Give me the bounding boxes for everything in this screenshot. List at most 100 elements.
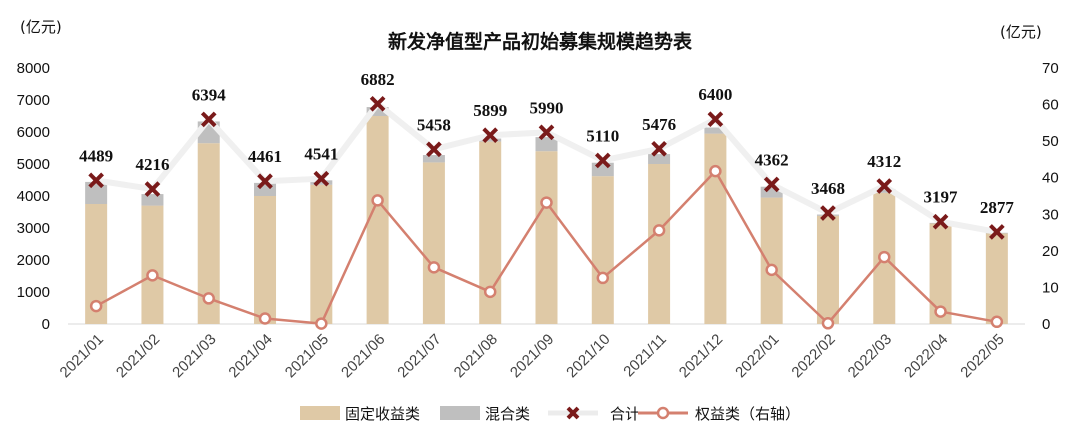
bar-fixed-income <box>985 233 1008 324</box>
x-tick-label: 2021/05 <box>282 331 332 381</box>
bars <box>85 107 1008 324</box>
total-data-label: 4489 <box>79 146 113 165</box>
total-data-label: 3197 <box>924 188 959 207</box>
right-axis: 0 10 20 30 40 50 60 70 <box>1042 60 1059 333</box>
bar-fixed-income <box>760 197 783 324</box>
total-point <box>426 141 442 158</box>
y-left-tick-label: 6000 <box>17 124 50 141</box>
bar-mixed <box>704 127 727 134</box>
total-data-label: 5990 <box>530 98 564 117</box>
bar-fixed-income <box>479 141 502 324</box>
equity-point <box>371 194 384 207</box>
total-data-label: 6394 <box>192 85 227 104</box>
bar-fixed-income <box>197 143 220 324</box>
x-tick-label: 2022/04 <box>901 331 951 381</box>
legend-marker-total <box>566 406 580 420</box>
x-tick-label: 2022/03 <box>845 331 895 381</box>
equity-line <box>89 164 1004 330</box>
y-right-tick-label: 70 <box>1042 60 1059 77</box>
x-tick-label: 2021/08 <box>451 331 501 381</box>
bar-fixed-income <box>422 162 445 324</box>
equity-point <box>596 271 610 285</box>
y-left-tick-label: 0 <box>42 316 50 333</box>
legend-label-mixed: 混合类 <box>485 405 530 423</box>
legend-label-equity: 权益类（右轴） <box>695 405 800 423</box>
total-point <box>369 95 386 112</box>
bar-mixed <box>310 180 333 185</box>
equity-point <box>821 317 835 330</box>
total-data-label: 5476 <box>642 115 676 134</box>
bar-fixed-income <box>254 196 277 324</box>
equity-point <box>202 292 215 305</box>
equity-point <box>146 269 159 282</box>
total-point <box>989 224 1005 240</box>
bar-fixed-income <box>591 176 614 324</box>
equity-point <box>540 196 553 209</box>
total-point <box>651 140 667 157</box>
total-data-label: 6400 <box>698 85 732 104</box>
x-axis: 2021/01 2021/02 2021/03 2021/04 2021/05 2021/… <box>57 323 1025 381</box>
legend-swatch-fixed-income <box>300 406 340 420</box>
y-left-tick-label: 2000 <box>17 252 50 269</box>
total-point <box>88 172 104 189</box>
y-left-tick-label: 1000 <box>17 284 50 301</box>
total-data-label: 2877 <box>980 198 1015 217</box>
left-axis-unit: (亿元) <box>20 18 62 36</box>
equity-point <box>427 261 441 274</box>
legend-swatch-mixed <box>440 406 480 420</box>
bar-fixed-income <box>816 215 839 324</box>
equity-point <box>709 164 722 178</box>
y-right-tick-label: 0 <box>1042 316 1050 333</box>
equity-point <box>483 285 497 299</box>
legend-label-fixed-income: 固定收益类 <box>345 405 420 423</box>
bar-mixed <box>254 182 277 196</box>
bar-mixed <box>760 186 783 198</box>
y-left-tick-label: 4000 <box>17 188 50 205</box>
y-right-tick-label: 60 <box>1042 97 1059 114</box>
x-tick-label: 2021/09 <box>507 331 557 381</box>
bar-fixed-income <box>704 133 727 324</box>
total-data-label: 3468 <box>811 179 845 198</box>
legend: 固定收益类 混合类 合计 权益类（右轴） <box>300 405 800 423</box>
bar-mixed <box>141 194 164 206</box>
total-data-label: 5110 <box>586 126 619 145</box>
equity-point <box>990 315 1004 329</box>
total-data-label: 4541 <box>304 145 338 164</box>
left-axis: 0 1000 2000 3000 4000 5000 6000 7000 8000 <box>17 60 50 333</box>
bar-fixed-income <box>535 151 558 324</box>
bar-mixed <box>648 154 671 164</box>
y-right-tick-label: 50 <box>1042 133 1059 150</box>
bar-mixed <box>591 162 614 177</box>
y-right-tick-label: 40 <box>1042 170 1059 187</box>
y-right-tick-label: 30 <box>1042 206 1059 223</box>
bar-mixed <box>422 155 445 163</box>
x-tick-label: 2021/11 <box>620 331 670 381</box>
bar-mixed <box>366 107 389 116</box>
bar-mixed <box>873 188 896 193</box>
bar-fixed-income <box>929 223 952 324</box>
y-right-tick-label: 10 <box>1042 279 1059 296</box>
bar-mixed <box>535 137 558 152</box>
total-data-label: 4216 <box>135 155 169 174</box>
bar-fixed-income <box>366 116 389 324</box>
y-left-tick-label: 8000 <box>17 60 50 77</box>
right-axis-unit: (亿元) <box>1000 23 1042 41</box>
legend-label-total: 合计 <box>610 405 640 423</box>
data-labels: 4489 4216 6394 4461 4541 6882 5458 5899 5990 5110… <box>79 70 1014 217</box>
chart-title: 新发净值型产品初始募集规模趋势表 <box>388 30 693 53</box>
total-point <box>144 181 161 197</box>
total-point <box>707 111 724 128</box>
total-point <box>538 124 555 141</box>
y-right-tick-label: 20 <box>1042 243 1059 260</box>
equity-point <box>315 317 328 330</box>
total-point <box>820 205 836 221</box>
x-tick-label: 2022/01 <box>732 331 782 381</box>
x-tick-label: 2022/02 <box>788 331 838 381</box>
total-point <box>594 152 611 169</box>
equity-point <box>258 312 272 325</box>
x-tick-label: 2021/07 <box>394 331 444 381</box>
x-tick-label: 2022/05 <box>957 331 1007 381</box>
total-point <box>482 127 499 144</box>
bar-fixed-income <box>141 205 164 324</box>
